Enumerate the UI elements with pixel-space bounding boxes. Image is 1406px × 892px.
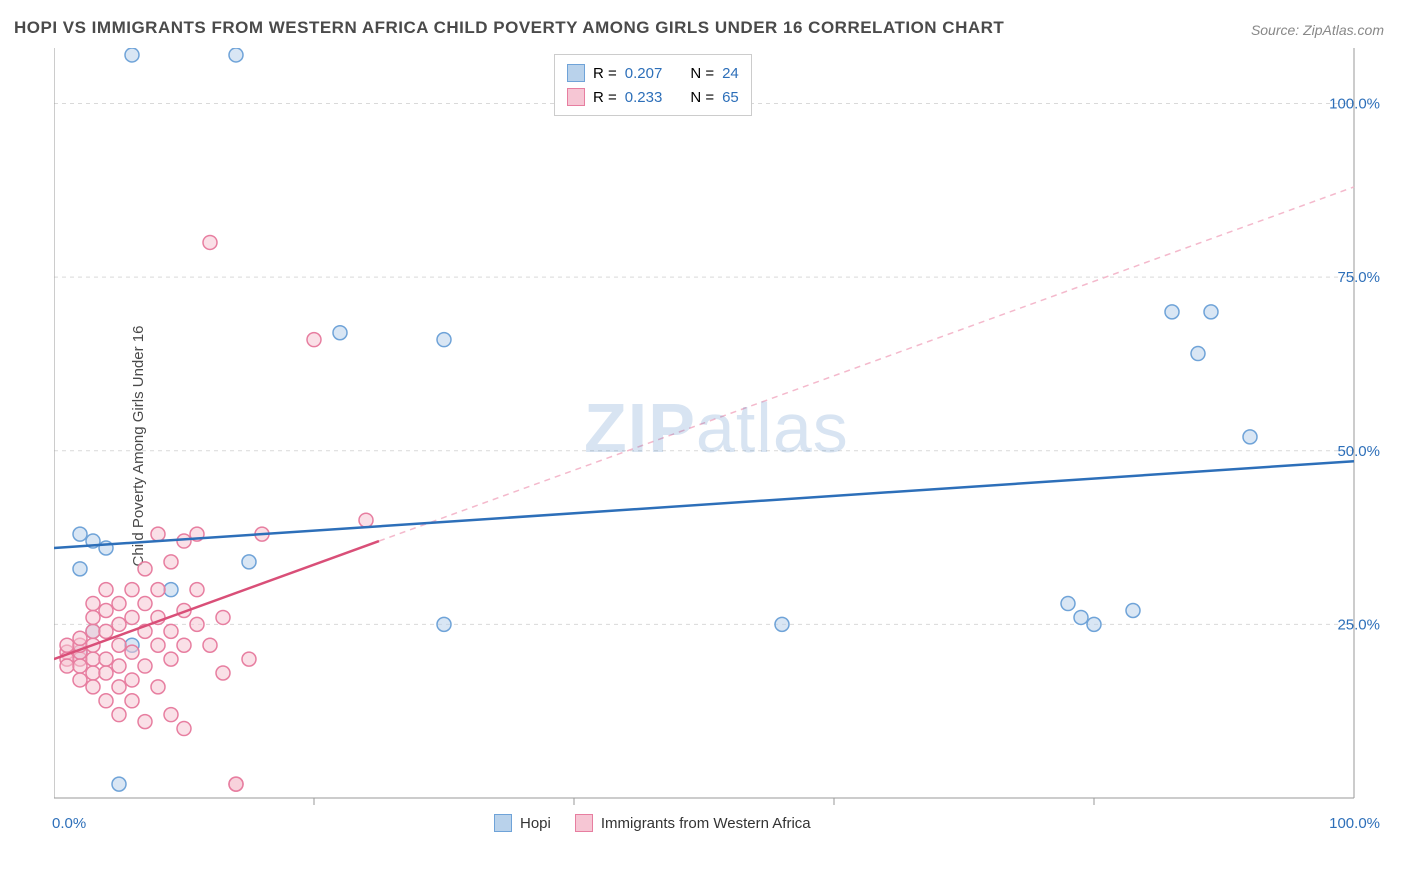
legend-stats-row-hopi: R = 0.207 N = 24 <box>567 61 739 85</box>
legend-stats-row-immigrants: R = 0.233 N = 65 <box>567 85 739 109</box>
legend-item-immigrants: Immigrants from Western Africa <box>575 814 811 832</box>
x-tick-100: 100.0% <box>1329 815 1380 832</box>
svg-text:100.0%: 100.0% <box>1329 96 1380 113</box>
series-label-hopi: Hopi <box>520 815 551 832</box>
chart-plot-area: 25.0% 50.0% 75.0% 100.0% ZIPatlas R = 0.207… <box>54 48 1384 828</box>
swatch-immigrants <box>575 814 593 832</box>
n-value-hopi: 24 <box>722 65 739 82</box>
n-label: N = <box>690 89 714 106</box>
source-label: Source: ZipAtlas.com <box>1251 22 1384 38</box>
r-value-hopi: 0.207 <box>625 65 663 82</box>
swatch-immigrants <box>567 88 585 106</box>
n-label: N = <box>690 65 714 82</box>
swatch-hopi <box>494 814 512 832</box>
x-tick-0: 0.0% <box>52 815 86 832</box>
n-value-immigrants: 65 <box>722 89 739 106</box>
swatch-hopi <box>567 64 585 82</box>
series-label-immigrants: Immigrants from Western Africa <box>601 815 811 832</box>
svg-text:75.0%: 75.0% <box>1337 269 1380 286</box>
r-value-immigrants: 0.233 <box>625 89 663 106</box>
r-label: R = <box>593 65 617 82</box>
watermark: ZIPatlas <box>584 388 849 468</box>
svg-text:50.0%: 50.0% <box>1337 443 1380 460</box>
legend-stats: R = 0.207 N = 24 R = 0.233 N = 65 <box>554 54 752 116</box>
legend-item-hopi: Hopi <box>494 814 551 832</box>
chart-title: HOPI VS IMMIGRANTS FROM WESTERN AFRICA C… <box>14 18 1004 38</box>
legend-series: Hopi Immigrants from Western Africa <box>494 814 811 832</box>
r-label: R = <box>593 89 617 106</box>
svg-text:25.0%: 25.0% <box>1337 616 1380 633</box>
